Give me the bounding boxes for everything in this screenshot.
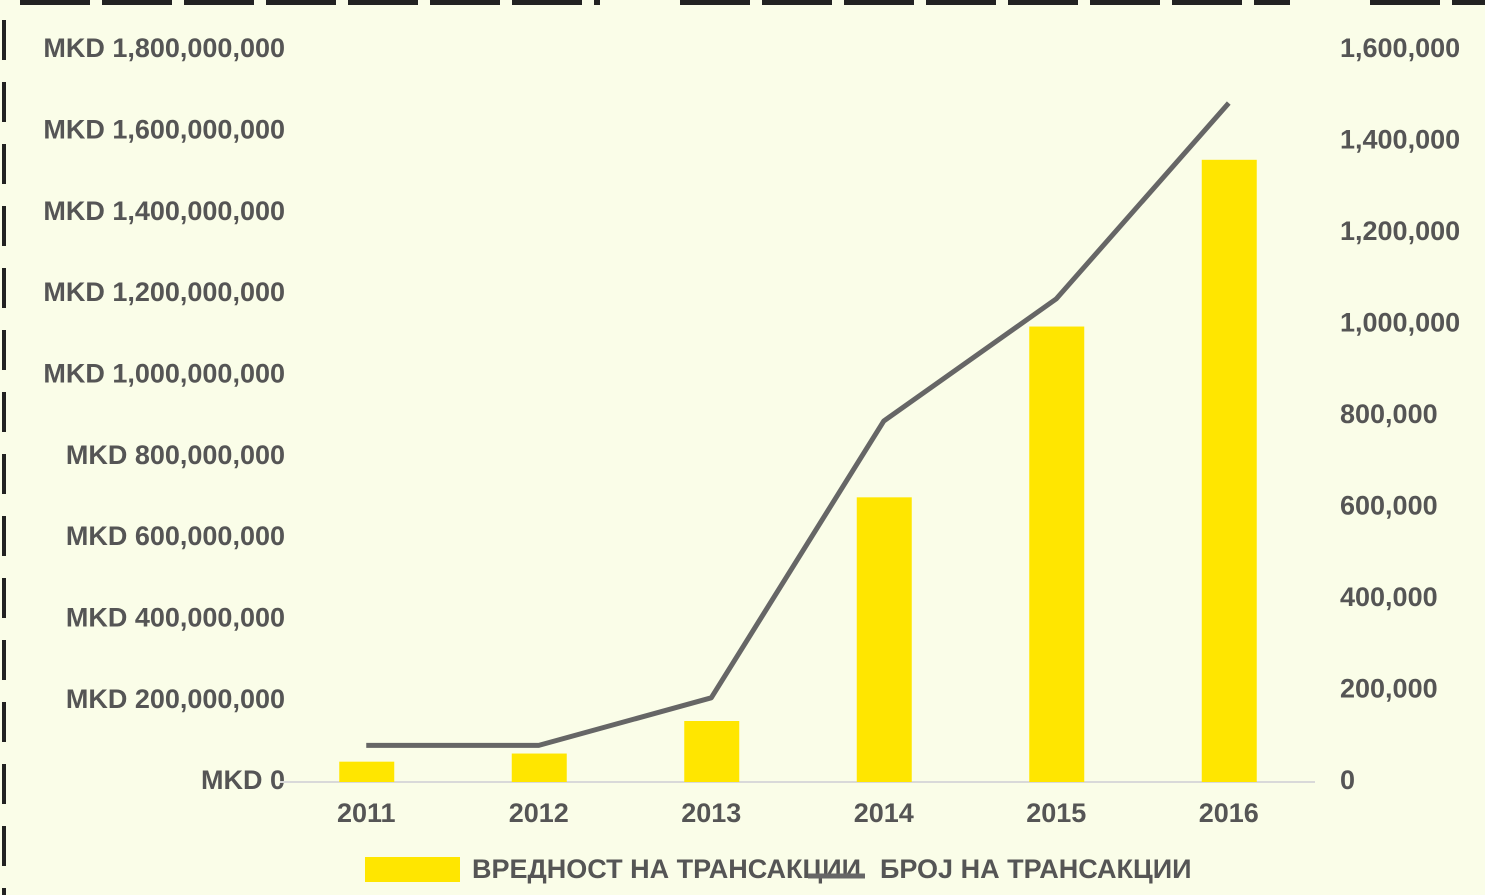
x-tick-label: 2014 — [854, 798, 914, 828]
y2-tick-label: 800,000 — [1340, 399, 1438, 429]
y2-tick-label: 1,000,000 — [1340, 308, 1460, 338]
bar — [684, 721, 740, 782]
legend-label: БРОЈ НА ТРАНСАКЦИИ — [880, 854, 1192, 884]
y2-tick-label: 1,600,000 — [1340, 33, 1460, 63]
y-tick-label: MKD 0 — [201, 765, 285, 795]
bar — [1201, 159, 1257, 783]
y-tick-label: MKD 1,200,000,000 — [43, 277, 285, 307]
x-tick-label: 2015 — [1026, 798, 1086, 828]
line-series — [366, 101, 1231, 748]
y-tick-label: MKD 1,400,000,000 — [43, 196, 285, 226]
y-tick-label: MKD 200,000,000 — [66, 684, 285, 714]
y2-tick-label: 600,000 — [1340, 491, 1438, 521]
bar — [1029, 326, 1085, 782]
bar — [856, 497, 912, 782]
legend-label: ВРЕДНОСТ НА ТРАНСАКЦИИ — [472, 854, 861, 884]
x-tick-label: 2011 — [337, 798, 396, 828]
legend-swatch — [365, 857, 460, 882]
x-tick-label: 2016 — [1199, 798, 1259, 828]
y-tick-label: MKD 1,600,000,000 — [43, 114, 285, 144]
y-tick-label: MKD 800,000,000 — [66, 440, 285, 470]
y2-tick-label: 200,000 — [1340, 674, 1438, 704]
y2-tick-label: 400,000 — [1340, 582, 1438, 612]
y2-tick-label: 1,400,000 — [1340, 125, 1460, 155]
bar — [511, 753, 567, 782]
x-tick-label: 2013 — [681, 798, 741, 828]
x-tick-label: 2012 — [509, 798, 569, 828]
y-tick-label: MKD 600,000,000 — [66, 521, 285, 551]
y2-tick-label: 1,200,000 — [1340, 216, 1460, 246]
y-tick-label: MKD 400,000,000 — [66, 602, 285, 632]
y2-tick-label: 0 — [1340, 765, 1355, 795]
y-tick-label: MKD 1,000,000,000 — [43, 358, 285, 388]
bar — [339, 761, 395, 782]
y-tick-label: MKD 1,800,000,000 — [43, 33, 285, 63]
